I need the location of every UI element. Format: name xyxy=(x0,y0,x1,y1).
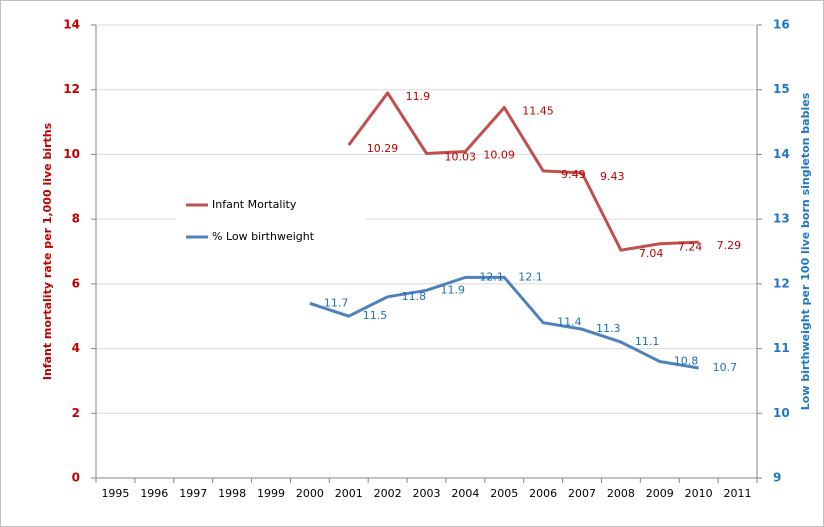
x-tick-label: 2003 xyxy=(413,487,441,500)
data-label: 11.7 xyxy=(324,296,349,309)
x-tick-label: 1997 xyxy=(179,487,207,500)
data-label: 7.29 xyxy=(717,239,742,252)
x-tick-label: 2002 xyxy=(374,487,402,500)
y2-tick-label: 14 xyxy=(773,147,790,161)
legend-box xyxy=(176,186,366,252)
data-label: 11.1 xyxy=(635,335,660,348)
y-tick-label: 2 xyxy=(72,406,80,420)
series-line xyxy=(309,275,699,370)
data-label: 10.7 xyxy=(713,361,738,374)
x-tick-label: 1999 xyxy=(257,487,285,500)
x-tick-label: 2007 xyxy=(568,487,596,500)
data-label: 10.8 xyxy=(674,355,699,368)
data-label: 10.09 xyxy=(483,149,514,162)
y-tick-label: 12 xyxy=(63,82,80,96)
y2-tick-label: 13 xyxy=(773,212,790,226)
data-label: 7.04 xyxy=(639,247,664,260)
x-tick-label: 1996 xyxy=(140,487,168,500)
x-tick-label: 2010 xyxy=(685,487,713,500)
data-label: 11.45 xyxy=(522,105,554,118)
legend-label: Infant Mortality xyxy=(212,198,297,211)
x-tick-label: 2008 xyxy=(607,487,635,500)
data-label: 10.03 xyxy=(445,150,477,163)
x-tick-label: 2006 xyxy=(529,487,557,500)
x-tick-label: 2004 xyxy=(451,487,479,500)
y2-tick-label: 11 xyxy=(773,341,790,355)
data-label: 9.49 xyxy=(561,168,586,181)
x-tick-label: 2005 xyxy=(490,487,518,500)
y-tick-label: 6 xyxy=(72,276,80,290)
x-tick-label: 1998 xyxy=(218,487,246,500)
y-tick-label: 14 xyxy=(63,18,80,32)
y-tick-label: 10 xyxy=(63,147,80,161)
y2-tick-label: 9 xyxy=(773,471,781,485)
y-tick-label: 8 xyxy=(72,212,80,226)
data-label: 11.4 xyxy=(557,316,582,329)
x-tick-label: 2001 xyxy=(335,487,363,500)
x-tick-label: 2000 xyxy=(296,487,324,500)
x-tick-label: 2011 xyxy=(724,487,752,500)
y-tick-label: 0 xyxy=(72,471,80,485)
x-tick-label: 2009 xyxy=(646,487,674,500)
y2-tick-label: 16 xyxy=(773,18,790,32)
y2-axis-label: Low birthweight per 100 live born single… xyxy=(799,92,812,410)
data-label: 11.9 xyxy=(441,283,466,296)
y-tick-label: 4 xyxy=(72,341,80,355)
data-label: 9.43 xyxy=(600,170,625,183)
data-label: 11.5 xyxy=(363,309,388,322)
y2-tick-label: 15 xyxy=(773,82,790,96)
x-tick-label: 1995 xyxy=(101,487,129,500)
data-label: 12.1 xyxy=(479,270,504,283)
data-label: 7.24 xyxy=(678,241,703,254)
series-line xyxy=(347,91,699,252)
data-label: 11.3 xyxy=(596,322,621,335)
data-label: 11.8 xyxy=(402,290,427,303)
y2-tick-label: 12 xyxy=(773,276,790,290)
data-label: 11.9 xyxy=(406,90,431,103)
y-axis-label: Infant mortality rate per 1,000 live bir… xyxy=(41,122,54,380)
legend-label: % Low birthweight xyxy=(212,230,315,243)
y2-tick-label: 10 xyxy=(773,406,790,420)
data-label: 12.1 xyxy=(518,270,543,283)
data-label: 10.29 xyxy=(367,142,399,155)
